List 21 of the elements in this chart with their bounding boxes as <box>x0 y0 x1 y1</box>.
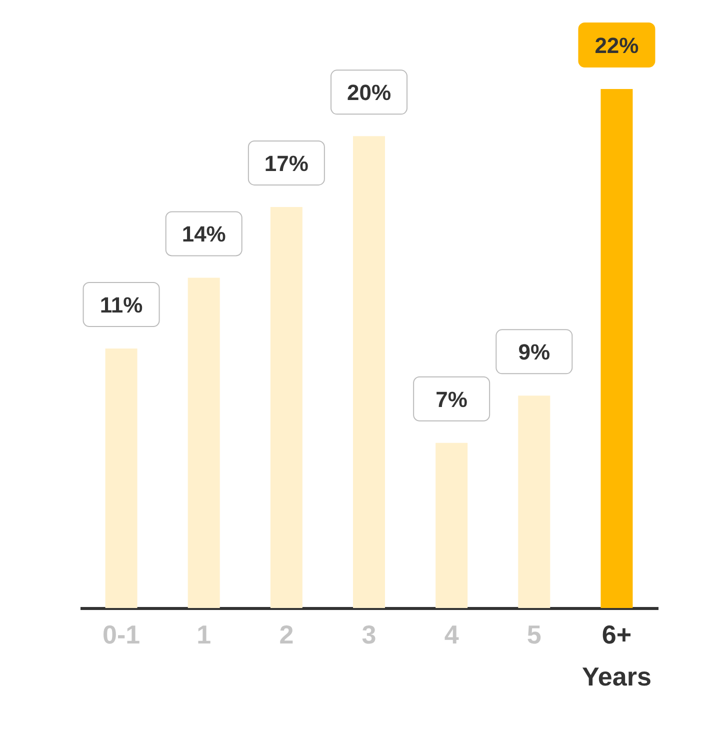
bar <box>270 206 302 608</box>
x-tick-label: 3 <box>362 620 376 650</box>
data-label: 14% <box>182 222 226 247</box>
data-label: 22% <box>594 33 639 58</box>
x-tick-label: 6+ Years <box>582 620 652 692</box>
bar <box>353 136 385 608</box>
x-tick-label: 5 <box>526 620 542 650</box>
bar <box>600 89 633 608</box>
data-label: 20% <box>346 80 392 106</box>
data-label: 9% <box>518 340 550 365</box>
bar <box>436 442 468 608</box>
x-tick-label: 0-1 <box>102 620 140 650</box>
bar <box>188 278 220 608</box>
data-label: 11% <box>100 292 143 318</box>
bar <box>105 348 138 608</box>
x-tick-label: 2 <box>279 620 294 650</box>
x-tick-label: 4 <box>444 620 460 650</box>
data-label: 7% <box>436 386 468 412</box>
data-label: 17% <box>264 150 308 176</box>
bar <box>518 396 550 608</box>
x-tick-label: 1 <box>196 620 212 650</box>
